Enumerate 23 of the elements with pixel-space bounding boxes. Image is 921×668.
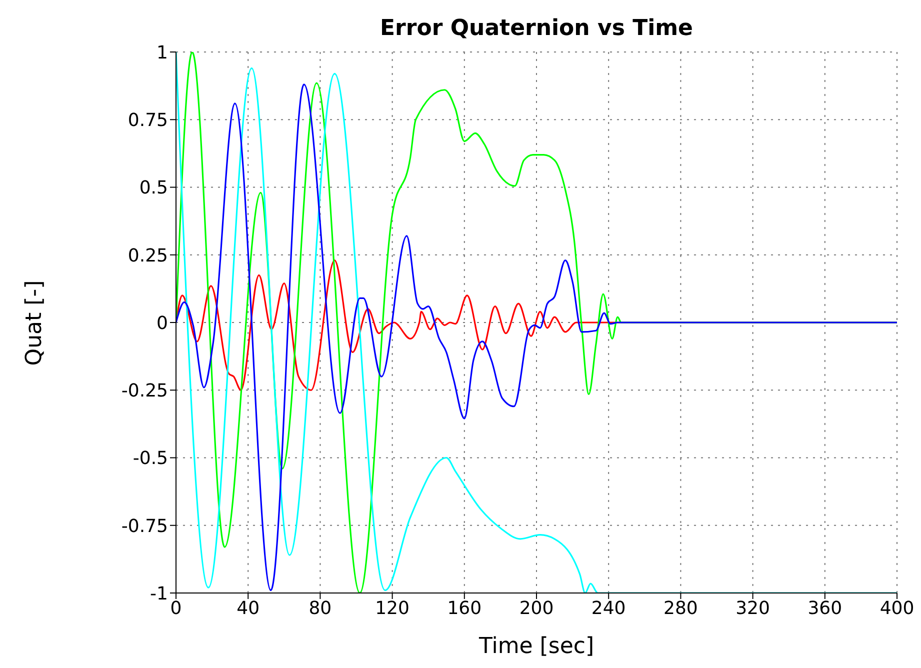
y-tick-label: 1 (156, 42, 168, 64)
x-tick-label: 400 (880, 598, 914, 619)
x-tick-label: 40 (236, 598, 260, 619)
x-tick-label: 0 (170, 598, 182, 619)
y-tick-label: 0.75 (128, 110, 168, 132)
x-tick-label: 360 (808, 598, 842, 619)
y-tick-label: -1 (150, 583, 168, 604)
x-tick-label: 160 (447, 598, 482, 619)
x-axis-title: Time [sec] (478, 634, 596, 659)
y-tick-label: 0.5 (139, 178, 168, 199)
y-axis-title: Quat [-] (22, 280, 47, 366)
x-tick-label: 320 (736, 598, 770, 619)
y-tick-label: -0.5 (132, 448, 168, 470)
y-tick-label: -0.75 (121, 516, 168, 537)
chart-title: Error Quaternion vs Time (379, 16, 694, 41)
x-tick-label: 280 (664, 598, 698, 619)
y-tick-label: 0 (156, 312, 168, 334)
x-tick-label: 80 (308, 598, 332, 619)
y-tick-label: 0.25 (128, 245, 168, 266)
y-tick-label: -0.25 (121, 380, 168, 402)
x-tick-label: 200 (519, 598, 554, 619)
x-tick-label: 240 (591, 598, 626, 619)
x-tick-label: 120 (375, 598, 410, 619)
